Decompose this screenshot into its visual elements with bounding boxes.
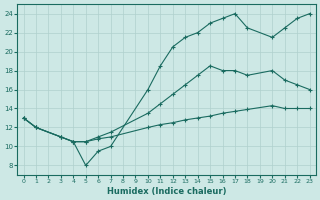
X-axis label: Humidex (Indice chaleur): Humidex (Indice chaleur) — [107, 187, 226, 196]
